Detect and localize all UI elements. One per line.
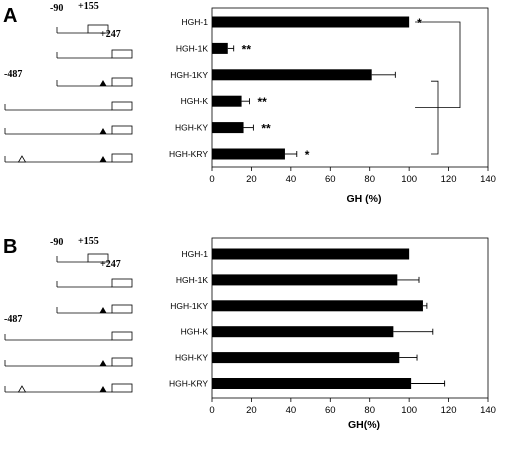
category-label: HGH-KRY — [169, 149, 208, 159]
category-label: HGH-1K — [176, 43, 208, 53]
x-tick-label: 20 — [246, 174, 257, 185]
gene-box — [111, 125, 133, 135]
x-tick-label: 120 — [441, 405, 457, 416]
bar — [212, 352, 400, 364]
coordinate-label: -487 — [4, 314, 22, 325]
category-label: HGH-KY — [175, 123, 208, 133]
filled-triangle-marker — [99, 128, 107, 134]
significance-mark: ** — [261, 122, 271, 136]
x-tick-label: 0 — [209, 405, 214, 416]
significance-bracket — [431, 80, 439, 155]
x-tick-label: 120 — [441, 174, 457, 185]
category-label: HGH-1 — [182, 249, 209, 259]
coordinate-label: -487 — [4, 69, 22, 80]
construct-diagram-B — [4, 253, 133, 393]
x-tick-label: 40 — [286, 405, 297, 416]
coordinate-label: +247 — [100, 29, 121, 40]
category-label: HGH-1KY — [170, 301, 208, 311]
x-axis-label: GH(%) — [348, 419, 380, 431]
gene-box — [111, 101, 133, 111]
open-triangle-marker — [17, 155, 27, 163]
category-label: HGH-1K — [176, 275, 208, 285]
x-tick-label: 140 — [480, 405, 496, 416]
category-label: HGH-K — [181, 327, 209, 337]
filled-triangle-marker — [99, 386, 107, 392]
x-tick-label: 140 — [480, 174, 496, 185]
panel-letter-B: B — [3, 236, 17, 258]
bar — [212, 326, 394, 338]
filled-triangle-marker — [99, 80, 107, 86]
gene-box — [111, 77, 133, 87]
gene-box — [111, 49, 133, 59]
gene-box — [111, 153, 133, 163]
gene-box — [111, 331, 133, 341]
x-tick-label: 60 — [325, 405, 336, 416]
bar — [212, 300, 423, 312]
filled-triangle-marker — [99, 307, 107, 313]
x-tick-label: 60 — [325, 174, 336, 185]
gene-box — [111, 383, 133, 393]
x-tick-label: 0 — [209, 174, 214, 185]
bar — [212, 95, 242, 107]
significance-mark: ** — [242, 42, 252, 56]
open-triangle-marker — [17, 385, 27, 393]
category-label: HGH-K — [181, 96, 209, 106]
significance-mark: ** — [257, 95, 267, 109]
significance-mark: * — [417, 16, 422, 30]
category-label: HGH-1KY — [170, 70, 208, 80]
gene-box — [111, 304, 133, 314]
panel-letter-A: A — [3, 5, 17, 27]
x-tick-label: 20 — [246, 405, 257, 416]
plot-frame — [211, 237, 489, 399]
bar — [212, 378, 412, 389]
coordinate-label: -90 — [50, 237, 63, 248]
coordinate-label: +247 — [100, 259, 121, 270]
filled-triangle-marker — [99, 156, 107, 162]
significance-mark: * — [305, 148, 310, 162]
bar — [212, 122, 244, 134]
bar — [212, 42, 228, 54]
gene-box — [111, 357, 133, 367]
bar — [212, 274, 398, 286]
significance-bracket — [415, 21, 461, 108]
gene-box — [87, 253, 109, 263]
category-label: HGH-1 — [182, 17, 209, 27]
bar — [212, 16, 410, 28]
x-tick-label: 80 — [364, 405, 375, 416]
coordinate-label: -90 — [50, 3, 63, 14]
category-label: HGH-KRY — [169, 379, 208, 389]
plot-frame — [211, 7, 489, 168]
gene-box — [87, 24, 109, 34]
construct-diagram-A — [4, 24, 133, 163]
x-tick-label: 100 — [401, 174, 417, 185]
coordinate-label: +155 — [78, 1, 99, 12]
coordinate-label: +155 — [78, 236, 99, 247]
bar — [212, 69, 372, 81]
bar — [212, 148, 285, 160]
x-axis-label: GH (%) — [347, 193, 382, 205]
gene-box — [111, 278, 133, 288]
bar — [212, 248, 410, 260]
x-tick-label: 100 — [401, 405, 417, 416]
x-tick-label: 40 — [286, 174, 297, 185]
filled-triangle-marker — [99, 360, 107, 366]
category-label: HGH-KY — [175, 353, 208, 363]
x-tick-label: 80 — [364, 174, 375, 185]
